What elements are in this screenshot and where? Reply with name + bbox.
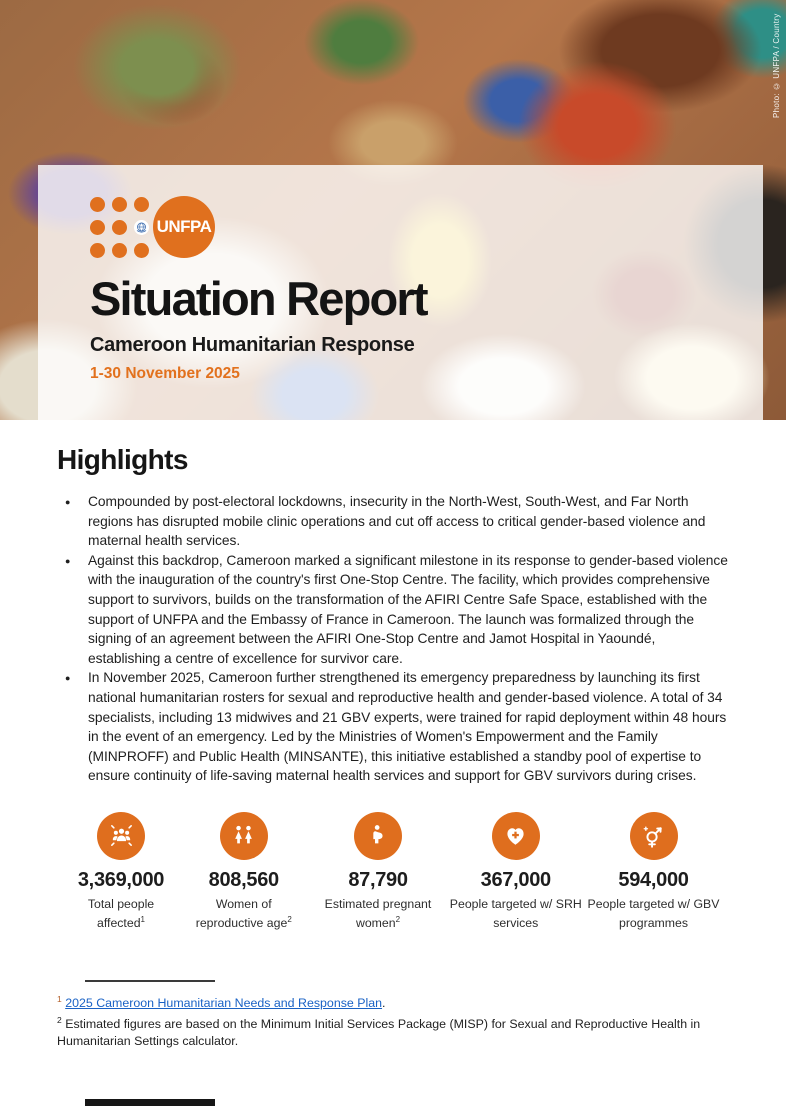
unfpa-wordmark: UNFPA — [156, 217, 212, 236]
stat-value: 3,369,000 — [77, 868, 165, 891]
srh-heart-icon — [491, 811, 540, 860]
stat-total-affected: 3,369,000 Total people affected1 — [65, 811, 177, 932]
highlights-list: Compounded by post-electoral lockdowns, … — [57, 492, 729, 786]
logo-dot-grid — [90, 196, 149, 258]
stat-footnote-marker: 2 — [287, 915, 292, 925]
un-emblem-icon — [134, 219, 149, 235]
key-figures-row: 3,369,000 Total people affected1 808,560… — [65, 811, 721, 932]
stat-footnote-marker: 2 — [395, 915, 401, 925]
stat-value: 808,560 — [208, 868, 280, 891]
women-icon — [219, 811, 268, 860]
stat-label: People targeted w/ GBV programmes — [586, 897, 721, 932]
footnote-marker: 1 — [57, 994, 62, 1004]
stat-label: Estimated pregnant women2 — [311, 897, 446, 932]
stat-value: 594,000 — [618, 868, 689, 891]
hero-banner: Photo: © UNFPA / Country — [0, 0, 786, 420]
logo-dot — [112, 219, 127, 235]
logo-dot — [134, 196, 149, 212]
stat-value: 367,000 — [480, 868, 552, 891]
highlight-text: In November 2025, Cameroon further stren… — [88, 670, 727, 784]
stat-label-text: Estimated pregnant women — [324, 896, 432, 931]
stat-label: Total people affected1 — [65, 897, 177, 932]
gbv-gender-icon — [629, 811, 678, 860]
highlight-bullet: Compounded by post-electoral lockdowns, … — [57, 492, 729, 551]
stat-women-reproductive-age: 808,560 Women of reproductive age2 — [181, 811, 306, 932]
logo-dot — [90, 196, 105, 212]
unfpa-logo: UNFPA — [90, 195, 763, 259]
highlight-text: Against this backdrop, Cameroon marked a… — [88, 552, 728, 666]
report-body: Highlights Compounded by post-electoral … — [0, 420, 786, 1050]
unfpa-roundel-icon: UNFPA — [153, 196, 215, 258]
hnrp-link[interactable]: 2025 Cameroon Humanitarian Needs and Res… — [65, 996, 383, 1011]
stat-label: Women of reproductive age2 — [181, 897, 306, 932]
footnote-1: 1 2025 Cameroon Humanitarian Needs and R… — [57, 991, 729, 1012]
next-page-divider — [85, 1099, 215, 1106]
stat-srh-services: 367,000 People targeted w/ SRH services — [450, 811, 582, 932]
pregnant-woman-icon — [354, 811, 402, 860]
footnote-2: 2 Estimated figures are based on the Min… — [57, 1012, 729, 1050]
stat-pregnant-women: 87,790 Estimated pregnant women2 — [311, 811, 446, 932]
logo-dot — [90, 242, 105, 258]
stat-gbv-programmes: 594,000 People targeted w/ GBV programme… — [586, 811, 721, 932]
report-period: 1-30 November 2025 — [90, 365, 240, 382]
photo-credit: Photo: © UNFPA / Country — [772, 13, 781, 118]
stat-label-text: People targeted w/ SRH services — [449, 896, 582, 931]
highlight-bullet: In November 2025, Cameroon further stren… — [57, 668, 729, 786]
affected-people-icon — [97, 811, 145, 860]
report-subtitle: Cameroon Humanitarian Response — [90, 334, 415, 356]
stat-value: 87,790 — [348, 868, 408, 891]
footnote-marker: 2 — [57, 1015, 62, 1026]
stat-label-text: Women of reproductive age — [195, 896, 288, 931]
footnote-suffix: . — [382, 996, 386, 1011]
stat-footnote-marker: 1 — [140, 915, 145, 925]
highlights-heading: Highlights — [57, 444, 188, 475]
stat-label-text: People targeted w/ GBV programmes — [587, 896, 720, 931]
logo-dot — [90, 219, 105, 235]
report-title: Situation Report — [90, 272, 429, 325]
footnote-divider — [85, 980, 215, 982]
stat-label-text: Total people affected — [87, 896, 155, 931]
highlight-text: Compounded by post-electoral lockdowns, … — [88, 494, 706, 549]
footnote-text: Estimated figures are based on the Minim… — [57, 1017, 701, 1049]
stat-label: People targeted w/ SRH services — [450, 897, 582, 932]
logo-dot — [134, 242, 149, 258]
footnotes-section: 1 2025 Cameroon Humanitarian Needs and R… — [57, 980, 729, 1050]
hero-card: UNFPA Situation Report Cameroon Humanita… — [38, 165, 763, 420]
logo-dot — [112, 242, 127, 258]
highlight-bullet: Against this backdrop, Cameroon marked a… — [57, 551, 729, 669]
logo-dot — [112, 196, 127, 212]
